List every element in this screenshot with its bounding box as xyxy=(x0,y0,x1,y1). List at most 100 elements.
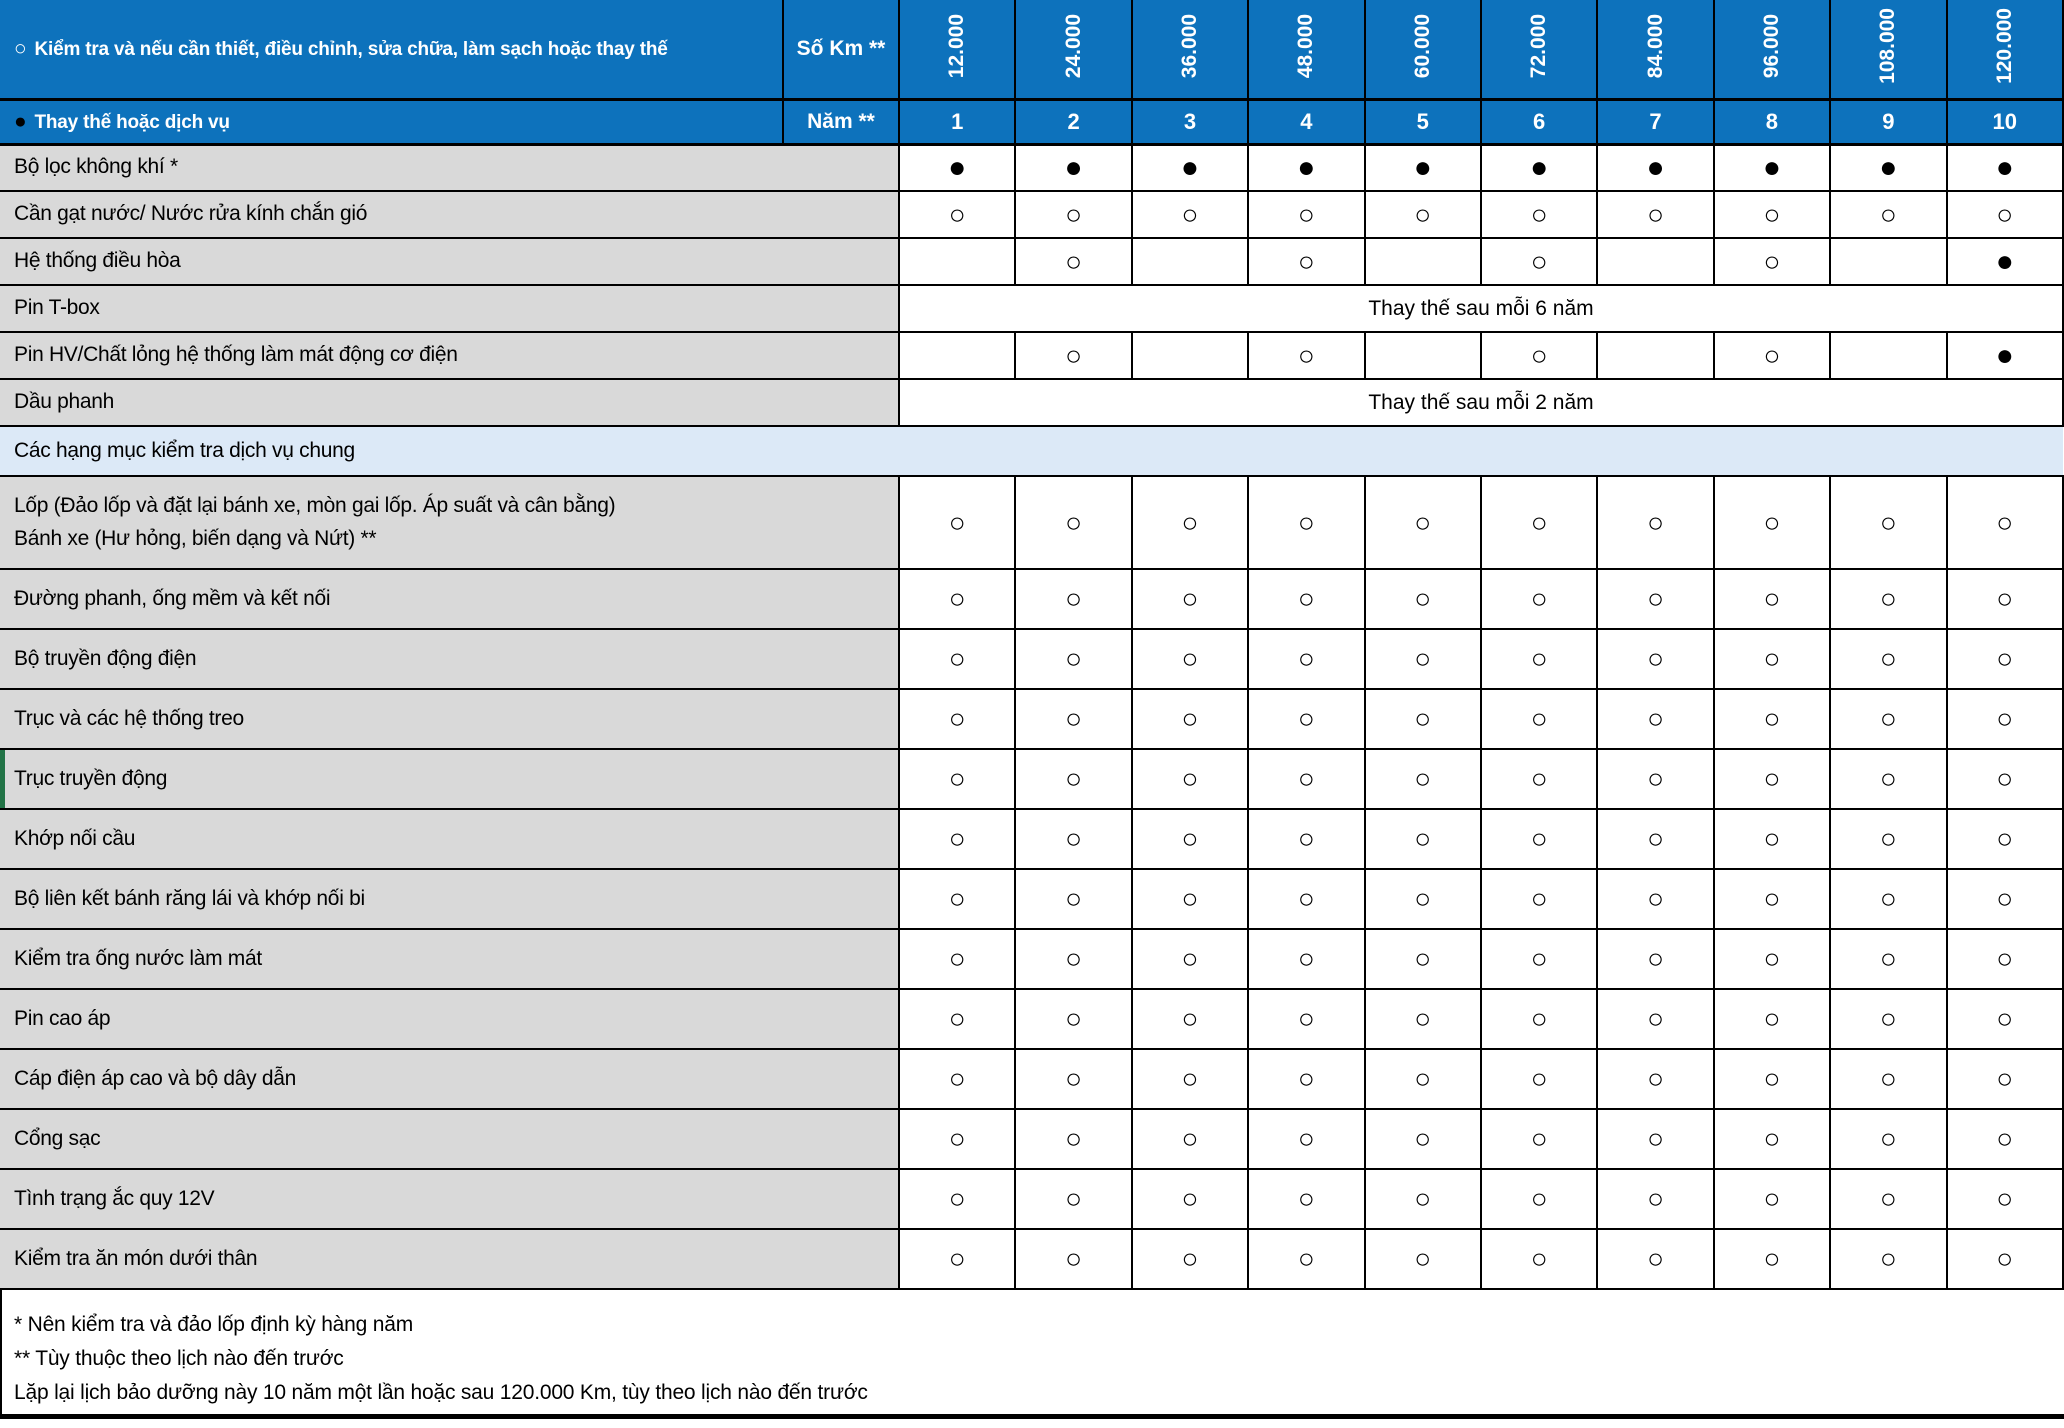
open-circle-mark: ○ xyxy=(1596,808,1715,870)
open-circle-mark: ○ xyxy=(1712,331,1832,380)
row-label-line1: Lốp (Đảo lốp và đặt lại bánh xe, mòn gai… xyxy=(14,493,616,517)
table-body: Bộ lọc không khí * ● ● ● ● ● ● ● ● ● ● Cần gạt nước… xyxy=(0,143,2064,1290)
year-column-header: 6 xyxy=(1479,98,1599,146)
open-circle-mark: ○ xyxy=(1945,475,2064,570)
row-label: Pin HV/Chất lỏng hệ thống làm mát động c… xyxy=(0,331,900,380)
open-circle-mark: ○ xyxy=(1363,928,1482,990)
open-circle-mark: ○ xyxy=(1130,1108,1250,1170)
open-circle-mark: ○ xyxy=(1479,237,1599,286)
empty-cell xyxy=(1829,331,1948,380)
filled-circle-mark: ● xyxy=(1945,237,2064,286)
open-circle-mark: ○ xyxy=(1945,1168,2064,1230)
km-value-rotated: 12.000 xyxy=(945,14,969,79)
filled-circle-mark: ● xyxy=(1712,143,1832,192)
open-circle-mark: ○ xyxy=(1363,688,1482,750)
open-circle-mark: ○ xyxy=(1130,475,1250,570)
open-circle-mark: ○ xyxy=(1945,1048,2064,1110)
open-circle-mark: ○ xyxy=(1596,868,1715,930)
table-row: Kiểm tra ăn món dưới thân ○ ○ ○ ○ ○ ○ ○ ○ ○ ○ xyxy=(0,1228,2064,1290)
open-circle-mark: ○ xyxy=(1712,988,1832,1050)
maintenance-schedule-table: ○ Kiểm tra và nếu cần thiết, điều chỉnh, … xyxy=(0,0,2064,1290)
filled-circle-icon: ● xyxy=(14,109,27,133)
km-column-header: 96.000 xyxy=(1712,0,1832,101)
section-header: Các hạng mục kiểm tra dịch vụ chung xyxy=(0,425,2063,477)
open-circle-mark: ○ xyxy=(1247,190,1366,239)
filled-circle-mark: ● xyxy=(1945,143,2064,192)
table-row: Pin T-box Thay thế sau mỗi 6 năm xyxy=(0,284,2064,333)
open-circle-mark: ○ xyxy=(1712,1108,1832,1170)
open-circle-mark: ○ xyxy=(1596,1108,1715,1170)
year-column-header: 7 xyxy=(1596,98,1715,146)
km-value-rotated: 96.000 xyxy=(1759,14,1783,79)
km-column-header: 60.000 xyxy=(1363,0,1482,101)
km-column-header: 12.000 xyxy=(897,0,1017,101)
year-column-header: 1 xyxy=(897,98,1017,146)
row-label: Hệ thống điều hòa xyxy=(0,237,900,286)
open-circle-mark: ○ xyxy=(1363,190,1482,239)
empty-cell xyxy=(1596,331,1715,380)
table-row: Pin HV/Chất lỏng hệ thống làm mát động c… xyxy=(0,331,2064,380)
open-circle-mark: ○ xyxy=(1014,568,1133,630)
open-circle-mark: ○ xyxy=(1712,190,1832,239)
open-circle-mark: ○ xyxy=(1014,808,1133,870)
open-circle-mark: ○ xyxy=(1479,1168,1599,1230)
open-circle-mark: ○ xyxy=(1829,1228,1948,1290)
open-circle-mark: ○ xyxy=(1479,628,1599,690)
km-value-rotated: 72.000 xyxy=(1527,14,1551,79)
open-circle-mark: ○ xyxy=(1130,988,1250,1050)
table-row: Trục truyền động ○ ○ ○ ○ ○ ○ ○ ○ ○ ○ xyxy=(0,748,2064,810)
table-row: Bộ lọc không khí * ● ● ● ● ● ● ● ● ● ● xyxy=(0,143,2064,192)
open-circle-mark: ○ xyxy=(1363,1168,1482,1230)
open-circle-mark: ○ xyxy=(1247,868,1366,930)
open-circle-mark: ○ xyxy=(897,808,1017,870)
open-circle-mark: ○ xyxy=(1945,748,2064,810)
open-circle-mark: ○ xyxy=(1479,475,1599,570)
open-circle-mark: ○ xyxy=(897,748,1017,810)
empty-cell xyxy=(1363,237,1482,286)
filled-circle-mark: ● xyxy=(1596,143,1715,192)
open-circle-mark: ○ xyxy=(1945,568,2064,630)
table-row: Cáp điện áp cao và bộ dây dẫn ○ ○ ○ ○ ○ ○ ○ ○ ○ ○ xyxy=(0,1048,2064,1110)
open-circle-mark: ○ xyxy=(1014,331,1133,380)
open-circle-mark: ○ xyxy=(1596,475,1715,570)
open-circle-mark: ○ xyxy=(1596,988,1715,1050)
table-row: Bộ truyền động điện ○ ○ ○ ○ ○ ○ ○ ○ ○ ○ xyxy=(0,628,2064,690)
open-circle-mark: ○ xyxy=(1247,628,1366,690)
km-column-header: 36.000 xyxy=(1130,0,1250,101)
open-circle-mark: ○ xyxy=(897,928,1017,990)
filled-circle-mark: ● xyxy=(1014,143,1133,192)
open-circle-mark: ○ xyxy=(1829,628,1948,690)
open-circle-mark: ○ xyxy=(1363,1048,1482,1110)
open-circle-mark: ○ xyxy=(1712,868,1832,930)
footnote-line: * Nên kiểm tra và đảo lốp định kỳ hàng n… xyxy=(14,1313,413,1336)
open-circle-mark: ○ xyxy=(1712,688,1832,750)
open-circle-mark: ○ xyxy=(1829,1168,1948,1230)
table-row: Trục và các hệ thống treo ○ ○ ○ ○ ○ ○ ○ ○ ○ ○ xyxy=(0,688,2064,750)
filled-circle-mark: ● xyxy=(897,143,1017,192)
open-circle-mark: ○ xyxy=(1130,1228,1250,1290)
km-value-rotated: 60.000 xyxy=(1410,14,1434,79)
open-circle-icon: ○ xyxy=(14,36,27,60)
row-label: Kiểm tra ống nước làm mát xyxy=(0,928,900,990)
open-circle-mark: ○ xyxy=(1014,1048,1133,1110)
row-label: Pin cao áp xyxy=(0,988,900,1050)
open-circle-mark: ○ xyxy=(1247,1108,1366,1170)
open-circle-mark: ○ xyxy=(1363,628,1482,690)
open-circle-mark: ○ xyxy=(1014,1228,1133,1290)
open-circle-mark: ○ xyxy=(1479,1228,1599,1290)
km-value-rotated: 24.000 xyxy=(1061,14,1085,79)
footnotes: * Nên kiểm tra và đảo lốp định kỳ hàng n… xyxy=(0,1290,2064,1414)
open-circle-mark: ○ xyxy=(1829,475,1948,570)
open-circle-mark: ○ xyxy=(1014,190,1133,239)
km-column-header: 108.000 xyxy=(1829,0,1948,101)
open-circle-mark: ○ xyxy=(1945,868,2064,930)
open-circle-mark: ○ xyxy=(1479,1108,1599,1170)
open-circle-mark: ○ xyxy=(1829,688,1948,750)
year-column-header: 5 xyxy=(1363,98,1482,146)
row-label: Kiểm tra ăn món dưới thân xyxy=(0,1228,900,1290)
km-column-header: 48.000 xyxy=(1247,0,1366,101)
table-row: Cổng sạc ○ ○ ○ ○ ○ ○ ○ ○ ○ ○ xyxy=(0,1108,2064,1170)
open-circle-mark: ○ xyxy=(1014,928,1133,990)
empty-cell xyxy=(1130,237,1250,286)
km-column-header: 72.000 xyxy=(1479,0,1599,101)
